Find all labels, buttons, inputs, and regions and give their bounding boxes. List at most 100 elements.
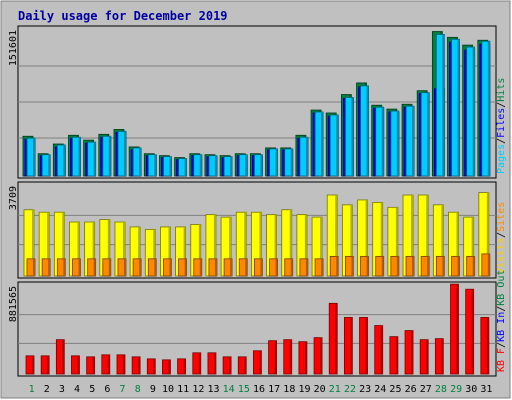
kbf-bar: [40, 355, 50, 375]
kbf-bar: [298, 341, 308, 375]
kbf-bar: [389, 336, 399, 375]
pages-bar: [147, 154, 157, 177]
legend-entry: KB Out: [496, 270, 507, 306]
kbf-bar: [162, 359, 171, 375]
kbf-bar: [55, 339, 65, 375]
kbf-bar: [86, 356, 96, 375]
sites-bar: [223, 258, 233, 277]
pages-bar: [269, 148, 278, 177]
day-tick-label: 31: [480, 384, 492, 395]
legend-entry: Files: [496, 108, 507, 138]
day-tick-label: 19: [298, 384, 310, 395]
kbf-bar: [359, 317, 368, 375]
day-tick-label: 25: [389, 384, 401, 395]
legend-entry: Sites: [496, 202, 507, 232]
sites-bar: [405, 255, 415, 277]
day-tick-label: 1: [29, 384, 35, 395]
sites-bar: [344, 255, 354, 277]
sites-bar: [314, 258, 324, 277]
legend-separator: /: [496, 342, 507, 348]
sites-bar: [269, 258, 278, 277]
sites-bar: [147, 258, 157, 277]
kbf-bar: [480, 317, 490, 375]
sites-bar: [329, 255, 339, 277]
kbf-bar: [192, 352, 202, 375]
day-tick-label: 5: [89, 384, 95, 395]
day-tick-label: 3: [59, 384, 65, 395]
day-tick-label: 26: [405, 384, 417, 395]
sites-bar: [208, 258, 218, 277]
pages-bar: [360, 85, 369, 177]
pages-bar: [329, 114, 339, 177]
kbf-bar: [419, 339, 429, 375]
sites-bar: [254, 258, 263, 277]
kbf-bar: [71, 355, 80, 375]
legend-separator: /: [496, 306, 507, 312]
pages-bar: [163, 156, 172, 177]
kbf-bar: [404, 330, 414, 375]
day-tick-label: 2: [44, 384, 50, 395]
pages-bar: [26, 137, 36, 177]
day-tick-label: 18: [283, 384, 295, 395]
panel-1-legend: Pages/Files/Hits: [496, 78, 507, 174]
day-tick-label: 6: [104, 384, 110, 395]
kbf-bar: [101, 354, 111, 375]
day-tick-label: 13: [207, 384, 219, 395]
kbf-bar: [268, 340, 277, 375]
kbf-bar: [237, 356, 247, 375]
pages-bar: [238, 154, 248, 177]
day-tick-label: 24: [374, 384, 386, 395]
sites-bar: [390, 255, 400, 277]
panel-3-border: [17, 281, 497, 377]
day-tick-label: 9: [150, 384, 156, 395]
kbf-bar: [253, 350, 262, 375]
pages-bar: [223, 156, 233, 177]
pages-bar: [435, 34, 445, 177]
day-tick-label: 28: [435, 384, 447, 395]
pages-bar: [299, 136, 309, 177]
panel-2-legend: Visits/Sites: [496, 202, 507, 274]
sites-bar: [26, 258, 36, 277]
pages-bar: [451, 38, 460, 177]
pages-bar: [284, 148, 294, 177]
sites-bar: [163, 258, 172, 277]
kbf-bar: [116, 354, 126, 375]
kbf-bar: [177, 358, 187, 375]
sites-bar: [466, 255, 476, 277]
kbf-bar: [313, 337, 323, 375]
kbf-bar: [25, 355, 35, 375]
sites-bar: [435, 255, 445, 277]
pages-bar: [314, 111, 324, 177]
panel-3-legend: KB F/KB In/KB Out: [496, 270, 507, 372]
kbf-bar: [146, 358, 156, 375]
day-tick-label: 23: [359, 384, 371, 395]
pages-bar: [87, 141, 97, 177]
kbf-bar: [374, 325, 384, 375]
legend-entry: Hits: [496, 78, 507, 102]
pages-bar: [375, 106, 385, 177]
legend-separator: /: [496, 232, 507, 238]
pages-bar: [344, 97, 354, 177]
pages-bar: [405, 105, 415, 177]
sites-bar: [481, 253, 491, 277]
sites-bar: [102, 258, 112, 277]
pages-bar: [178, 158, 188, 177]
pages-bar: [208, 155, 218, 177]
sites-bar: [193, 258, 203, 277]
kbf-bar: [465, 288, 475, 375]
kbf-bar: [283, 339, 293, 375]
pages-bar: [481, 40, 491, 177]
panel-2-border: [17, 181, 497, 279]
sites-bar: [117, 258, 127, 277]
day-tick-label: 22: [344, 384, 356, 395]
legend-entry: KB In: [496, 312, 507, 342]
chart-title: Daily usage for December 2019: [18, 9, 228, 23]
kbf-bar: [207, 352, 217, 375]
pages-bar: [56, 144, 66, 177]
day-tick-label: 27: [420, 384, 432, 395]
sites-bar: [284, 258, 294, 277]
day-tick-label: 14: [223, 384, 235, 395]
kbf-bar: [131, 356, 141, 375]
